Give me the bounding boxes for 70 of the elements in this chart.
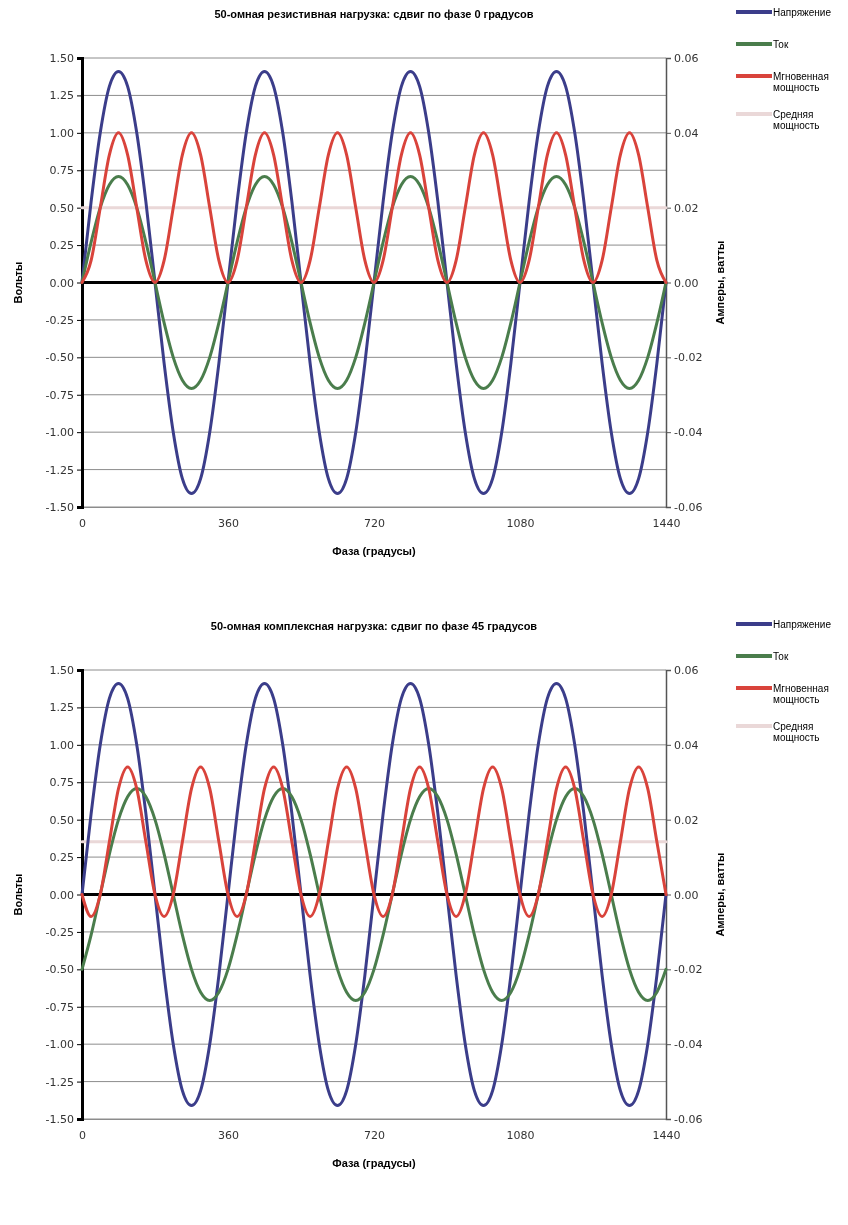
x-axis-title: Фаза (градусы) <box>332 545 417 557</box>
x-tick-label: 360 <box>218 516 239 530</box>
y-tick-label: -1.25 <box>45 463 74 477</box>
y2-tick-label: 0.02 <box>674 813 699 827</box>
x-tick-label: 1080 <box>506 1128 535 1142</box>
line-series <box>80 681 668 1108</box>
y-tick-label: 1.50 <box>49 664 74 678</box>
line-series <box>80 131 668 284</box>
y-axis-title: Вольты <box>12 261 24 304</box>
y-tick-label: 0.25 <box>49 239 74 253</box>
chart-title: 50-омная комплексная нагрузка: сдвиг по фазе 45 градусов <box>210 620 538 632</box>
line-series <box>80 69 668 496</box>
y-tick-label: 1.50 <box>49 52 74 66</box>
y2-tick-label: 0.04 <box>674 126 699 140</box>
x-tick-label: 360 <box>218 1128 239 1142</box>
y-tick-label: -0.25 <box>45 313 74 327</box>
y2-tick-label: 0.06 <box>674 52 699 66</box>
y-tick-label: 1.25 <box>49 89 74 103</box>
y2-tick-label: -0.02 <box>674 963 703 977</box>
y-tick-label: -1.00 <box>45 1038 74 1052</box>
y-tick-label: -0.75 <box>45 388 74 402</box>
legend-label: Мгновенная мощность <box>773 683 829 705</box>
y2-tick-label: 0.06 <box>674 664 699 678</box>
y2-tick-label: -0.04 <box>674 426 703 440</box>
y-tick-label: 1.00 <box>49 738 74 752</box>
x-tick-label: 1440 <box>652 1128 681 1142</box>
y2-axis-title: Амперы, ватты <box>714 240 726 325</box>
legend-label: Мгновенная мощность <box>773 71 829 93</box>
y-tick-label: -0.25 <box>45 925 74 939</box>
y-tick-label: 1.25 <box>49 701 74 715</box>
y2-tick-label: -0.04 <box>674 1038 703 1052</box>
x-tick-label: 1440 <box>652 516 681 530</box>
legend-label: Напряжение <box>773 619 832 630</box>
y-tick-label: 0.50 <box>49 201 74 215</box>
x-tick-label: 720 <box>364 1128 385 1142</box>
x-tick-label: 0 <box>79 1128 86 1142</box>
y-tick-label: 0.00 <box>49 888 74 902</box>
x-tick-label: 720 <box>364 516 385 530</box>
legend-label: Ток <box>773 651 789 662</box>
x-tick-label: 1080 <box>506 516 535 530</box>
y-tick-label: -0.50 <box>45 351 74 365</box>
legend-label: Ток <box>773 39 789 50</box>
y2-tick-label: 0.04 <box>674 738 699 752</box>
y-tick-label: -1.50 <box>45 1113 74 1127</box>
y2-tick-label: -0.02 <box>674 351 703 365</box>
chart-title: 50-омная резистивная нагрузка: сдвиг по фазе 0 градусов <box>214 8 534 20</box>
y2-tick-label: 0.00 <box>674 888 699 902</box>
legend-label: Средняя мощность <box>773 721 820 743</box>
y2-tick-label: 0.02 <box>674 201 699 215</box>
y2-axis-title: Амперы, ватты <box>714 852 726 937</box>
y-tick-label: 0.75 <box>49 776 74 790</box>
y-tick-label: -1.50 <box>45 501 74 515</box>
x-axis-title: Фаза (градусы) <box>332 1157 417 1169</box>
y2-tick-label: -0.06 <box>674 1113 703 1127</box>
y2-tick-label: 0.00 <box>674 276 699 290</box>
line-series <box>80 765 668 919</box>
legend-label: Средняя мощность <box>773 109 820 131</box>
y-tick-label: -0.75 <box>45 1000 74 1014</box>
legend-label: Напряжение <box>773 7 832 18</box>
y-tick-label: 0.75 <box>49 164 74 178</box>
y-tick-label: -0.50 <box>45 963 74 977</box>
y-tick-label: 0.00 <box>49 276 74 290</box>
y-tick-label: 0.50 <box>49 813 74 827</box>
y-tick-label: -1.00 <box>45 426 74 440</box>
x-tick-label: 0 <box>79 516 86 530</box>
y-axis-title: Вольты <box>12 873 24 916</box>
y-tick-label: -1.25 <box>45 1075 74 1089</box>
y2-tick-label: -0.06 <box>674 501 703 515</box>
y-tick-label: 0.25 <box>49 851 74 865</box>
y-tick-label: 1.00 <box>49 126 74 140</box>
